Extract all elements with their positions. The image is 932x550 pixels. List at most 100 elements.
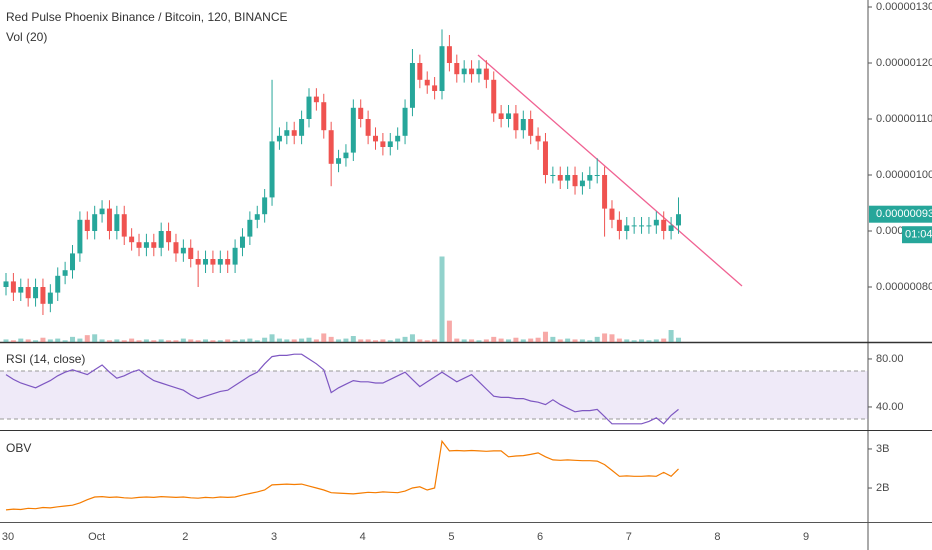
volume-bar bbox=[491, 336, 497, 342]
candle-body bbox=[594, 175, 600, 177]
volume-bar bbox=[343, 338, 349, 342]
candle-body bbox=[47, 292, 53, 304]
candle-body bbox=[203, 259, 209, 265]
volume-bar bbox=[469, 339, 475, 342]
volume-bar bbox=[579, 339, 585, 342]
candle-body bbox=[432, 85, 438, 92]
candle-body bbox=[33, 287, 39, 299]
volume-bar bbox=[151, 340, 157, 342]
candle-body bbox=[365, 119, 371, 136]
volume-bar bbox=[106, 340, 112, 342]
candle-body bbox=[395, 135, 401, 142]
candle-body bbox=[609, 208, 615, 220]
candle-body bbox=[417, 63, 423, 80]
candle-body bbox=[550, 175, 556, 177]
candle-body bbox=[299, 119, 305, 136]
volume-bar bbox=[232, 340, 238, 342]
x-tick-label: 7 bbox=[626, 531, 632, 543]
candle-body bbox=[55, 275, 61, 293]
y-tick-label: 0.00000080 bbox=[876, 281, 932, 293]
candle-body bbox=[180, 247, 186, 254]
candle-body bbox=[402, 107, 408, 136]
candle-body bbox=[520, 119, 526, 131]
candle-body bbox=[92, 214, 98, 232]
candle-body bbox=[77, 219, 83, 254]
y-tick-label: 2B bbox=[876, 482, 889, 494]
volume-bar bbox=[62, 340, 68, 342]
volume-bar bbox=[616, 338, 622, 342]
candle-body bbox=[624, 225, 630, 232]
volume-bar bbox=[77, 338, 83, 342]
volume-bar bbox=[276, 338, 282, 342]
candle-body bbox=[506, 113, 512, 120]
volume-bar bbox=[84, 335, 90, 342]
volume-bar bbox=[631, 340, 637, 342]
candle-body bbox=[210, 259, 216, 265]
obv-title: OBV bbox=[6, 441, 31, 455]
volume-bar bbox=[350, 336, 356, 342]
indicator-line bbox=[5, 439, 679, 511]
candle-body bbox=[40, 287, 46, 304]
volume-bar bbox=[188, 339, 194, 342]
candle-body bbox=[121, 214, 127, 237]
countdown-label: 01:04 bbox=[905, 229, 932, 241]
candle-body bbox=[639, 225, 645, 227]
volume-bar bbox=[668, 330, 674, 342]
volume-bar bbox=[10, 340, 16, 342]
volume-bar bbox=[506, 339, 512, 342]
candle-body bbox=[454, 63, 460, 75]
candle-body bbox=[84, 219, 90, 232]
candle-body bbox=[424, 79, 430, 86]
candle-body bbox=[291, 130, 297, 136]
volume-bar bbox=[365, 339, 371, 342]
volume-bar bbox=[550, 336, 556, 342]
candle-body bbox=[188, 247, 194, 260]
x-tick-label: 8 bbox=[714, 531, 720, 543]
candle-body bbox=[129, 236, 135, 243]
candle-body bbox=[646, 225, 652, 227]
volume-bar bbox=[557, 339, 563, 342]
candle-body bbox=[653, 219, 659, 226]
y-tick-label: 80.00 bbox=[876, 353, 904, 365]
volume-bar bbox=[476, 340, 482, 342]
x-tick-label: 6 bbox=[537, 531, 543, 543]
volume-bar bbox=[409, 334, 415, 342]
volume-bar bbox=[328, 336, 334, 342]
volume-bar bbox=[239, 339, 245, 342]
candle-body bbox=[661, 219, 667, 232]
y-tick-label: 0.00000100 bbox=[876, 169, 932, 181]
candle-body bbox=[675, 214, 681, 226]
x-tick-label: Oct bbox=[88, 531, 105, 543]
volume-bar bbox=[646, 340, 652, 342]
x-tick-label: 2 bbox=[182, 531, 188, 543]
candle-body bbox=[18, 287, 24, 293]
volume-bar bbox=[535, 337, 541, 342]
indicator-line bbox=[5, 353, 679, 425]
candle-body bbox=[143, 242, 149, 248]
volume-bar bbox=[461, 339, 467, 342]
candle-body bbox=[25, 287, 31, 299]
volume-bar bbox=[18, 338, 24, 342]
candle-body bbox=[336, 158, 342, 164]
volume-bar bbox=[225, 339, 231, 342]
candle-body bbox=[631, 225, 637, 227]
volume-bar bbox=[602, 333, 608, 342]
x-tick-label: 4 bbox=[360, 531, 366, 543]
volume-bar bbox=[513, 337, 519, 342]
candle-body bbox=[151, 242, 157, 248]
candle-body bbox=[313, 96, 319, 103]
volume-bar bbox=[639, 339, 645, 342]
candle-body bbox=[373, 135, 378, 142]
candle-body bbox=[387, 141, 393, 148]
volume-bar bbox=[380, 339, 386, 342]
volume-bar bbox=[180, 338, 186, 342]
x-tick-label: 9 bbox=[803, 531, 809, 543]
candle-body bbox=[572, 175, 578, 187]
volume-bar bbox=[454, 338, 460, 342]
volume-bar bbox=[195, 340, 201, 342]
volume-bar bbox=[166, 340, 172, 342]
x-tick-label: 30 bbox=[2, 531, 14, 543]
volume-bar bbox=[432, 339, 438, 342]
volume-bar bbox=[572, 339, 578, 342]
